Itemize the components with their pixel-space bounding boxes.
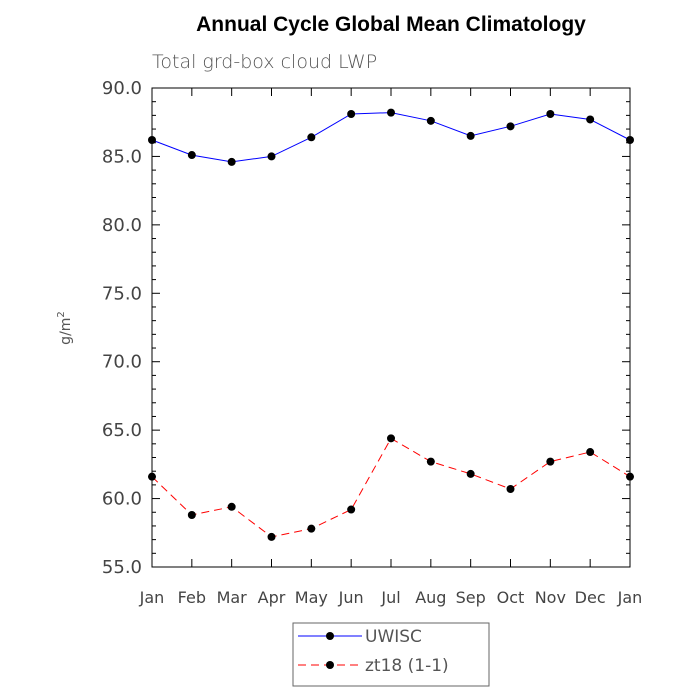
y-tick-label: 85.0: [102, 146, 142, 167]
x-tick-label: Aug: [415, 588, 446, 607]
legend-marker: [326, 661, 334, 669]
chart-title: Annual Cycle Global Mean Climatology: [196, 13, 586, 36]
y-axis-label-text: g/m: [58, 318, 74, 345]
data-point: [227, 502, 236, 511]
series-layer: [148, 108, 634, 541]
x-tick-label: May: [295, 588, 328, 607]
data-point: [626, 136, 634, 145]
data-point: [187, 510, 196, 519]
x-axis: Jan Feb Mar Apr May Jun Jul Aug Sep Oct Nov Dec Jan: [139, 88, 643, 607]
y-tick-label: 80.0: [102, 215, 142, 236]
data-point: [546, 110, 555, 119]
series-line-2: [151, 437, 631, 538]
y-tick-label: 90.0: [102, 78, 142, 99]
x-tick-label: Dec: [575, 588, 606, 607]
y-axis-label: g/m2: [56, 311, 74, 345]
data-point: [267, 532, 276, 541]
legend-label: UWISC: [365, 627, 422, 647]
data-point: [426, 457, 435, 466]
series-line-1: [151, 112, 631, 163]
data-point: [466, 131, 475, 140]
x-tick-label: Oct: [497, 588, 525, 607]
data-point: [387, 108, 395, 117]
data-point: [187, 151, 196, 160]
legend-label: zt18 (1-1): [365, 656, 449, 676]
y-tick-label: 55.0: [102, 557, 142, 578]
x-tick-label: Sep: [456, 588, 486, 607]
x-tick-label: Jun: [338, 588, 364, 607]
y-tick-label: 60.0: [102, 489, 142, 510]
x-tick-label: Jul: [380, 588, 400, 607]
x-tick-label: Apr: [258, 588, 286, 607]
legend-marker: [326, 632, 334, 640]
data-point: [586, 115, 595, 124]
x-tick-label: Jan: [139, 588, 165, 607]
data-point: [347, 505, 356, 514]
y-tick-label: 75.0: [102, 283, 142, 304]
chart-subtitle: Total grd-box cloud LWP: [152, 51, 377, 73]
y-axis: 55.0 60.0 65.0 70.0 75.0 80.0 85.0 90.0: [102, 78, 630, 578]
data-point: [148, 472, 156, 481]
y-axis-label-superscript: 2: [56, 311, 67, 317]
x-tick-label: Feb: [178, 588, 206, 607]
x-tick-label: Nov: [535, 588, 566, 607]
x-tick-label: Mar: [217, 588, 248, 607]
y-tick-label: 65.0: [102, 420, 142, 441]
data-point: [466, 469, 475, 478]
data-point: [227, 157, 236, 166]
data-point: [506, 122, 515, 131]
data-point: [546, 457, 555, 466]
data-point: [387, 434, 395, 443]
data-point: [626, 472, 634, 481]
data-point: [307, 133, 316, 142]
data-point: [426, 116, 435, 125]
data-point: [267, 152, 276, 161]
legend: UWISC zt18 (1-1): [292, 622, 490, 687]
plot-frame: [151, 87, 631, 568]
data-point: [347, 110, 356, 119]
y-tick-label: 70.0: [102, 352, 142, 373]
data-point: [506, 484, 515, 493]
data-point: [586, 448, 595, 457]
data-point: [148, 136, 156, 145]
data-point: [307, 524, 316, 533]
legend-box: [292, 622, 490, 687]
x-tick-label: Jan: [617, 588, 643, 607]
